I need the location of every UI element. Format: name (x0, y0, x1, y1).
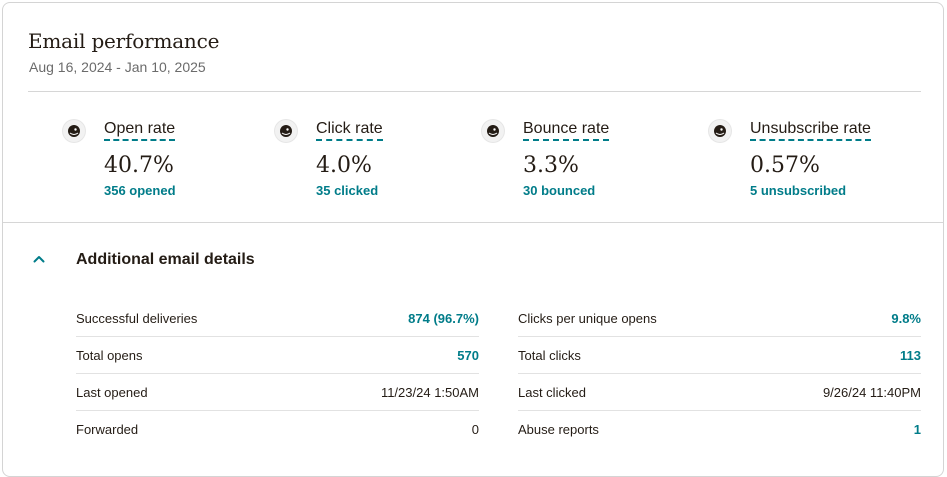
detail-value-link[interactable]: 874 (96.7%) (408, 310, 479, 326)
mailchimp-freddie-icon (63, 120, 85, 142)
detail-row-abuse-reports: Abuse reports 1 (518, 411, 921, 448)
detail-row-last-opened: Last opened 11/23/24 1:50AM (76, 374, 479, 411)
date-range: Aug 16, 2024 - Jan 10, 2025 (29, 59, 206, 75)
metric-value: 4.0% (316, 153, 372, 178)
page-title: Email performance (28, 29, 220, 53)
metric-label[interactable]: Open rate (104, 120, 176, 141)
detail-value-link[interactable]: 570 (457, 347, 479, 363)
metric-value: 40.7% (104, 153, 174, 178)
metric-value: 3.3% (523, 153, 579, 178)
detail-value-link[interactable]: 9.8% (891, 310, 921, 326)
detail-label: Last opened (76, 384, 148, 400)
detail-label: Abuse reports (518, 422, 599, 437)
detail-label: Total opens (76, 347, 143, 363)
metric-label[interactable]: Unsubscribe rate (750, 120, 871, 141)
detail-label: Clicks per unique opens (518, 310, 657, 326)
mailchimp-freddie-icon (275, 120, 297, 142)
mailchimp-freddie-icon (482, 120, 504, 142)
detail-row-successful-deliveries: Successful deliveries 874 (96.7%) (76, 300, 479, 337)
details-column-right: Clicks per unique opens 9.8% Total click… (518, 300, 921, 448)
metric-sub-link[interactable]: 30 bounced (523, 183, 596, 198)
metric-label[interactable]: Click rate (316, 120, 383, 141)
metric-label[interactable]: Bounce rate (523, 120, 610, 141)
detail-value-link[interactable]: 113 (900, 347, 921, 363)
metric-sub-link[interactable]: 35 clicked (316, 183, 379, 198)
metric-value: 0.57% (750, 153, 820, 178)
detail-value: 0 (471, 422, 479, 437)
detail-label: Last clicked (518, 384, 586, 400)
metric-sub-link[interactable]: 356 opened (104, 183, 176, 198)
detail-row-total-opens: Total opens 570 (76, 337, 479, 374)
detail-row-last-clicked: Last clicked 9/26/24 11:40PM (518, 374, 921, 411)
chevron-up-icon[interactable] (31, 251, 47, 267)
detail-label: Successful deliveries (76, 310, 198, 326)
detail-value: 11/23/24 1:50AM (380, 384, 479, 400)
detail-label: Total clicks (518, 347, 581, 363)
detail-label: Forwarded (76, 422, 139, 437)
detail-row-clicks-per-unique-opens: Clicks per unique opens 9.8% (518, 300, 921, 337)
additional-details-title[interactable]: Additional email details (76, 251, 255, 268)
detail-value-link[interactable]: 1 (913, 422, 921, 437)
metric-sub-link[interactable]: 5 unsubscribed (750, 183, 847, 198)
divider (28, 91, 921, 92)
mailchimp-freddie-icon (709, 120, 731, 142)
section-divider (3, 222, 943, 223)
detail-row-total-clicks: Total clicks 113 (518, 337, 921, 374)
detail-row-forwarded: Forwarded 0 (76, 411, 479, 448)
details-column-left: Successful deliveries 874 (96.7%) Total … (76, 300, 479, 448)
detail-value: 9/26/24 11:40PM (822, 384, 921, 400)
